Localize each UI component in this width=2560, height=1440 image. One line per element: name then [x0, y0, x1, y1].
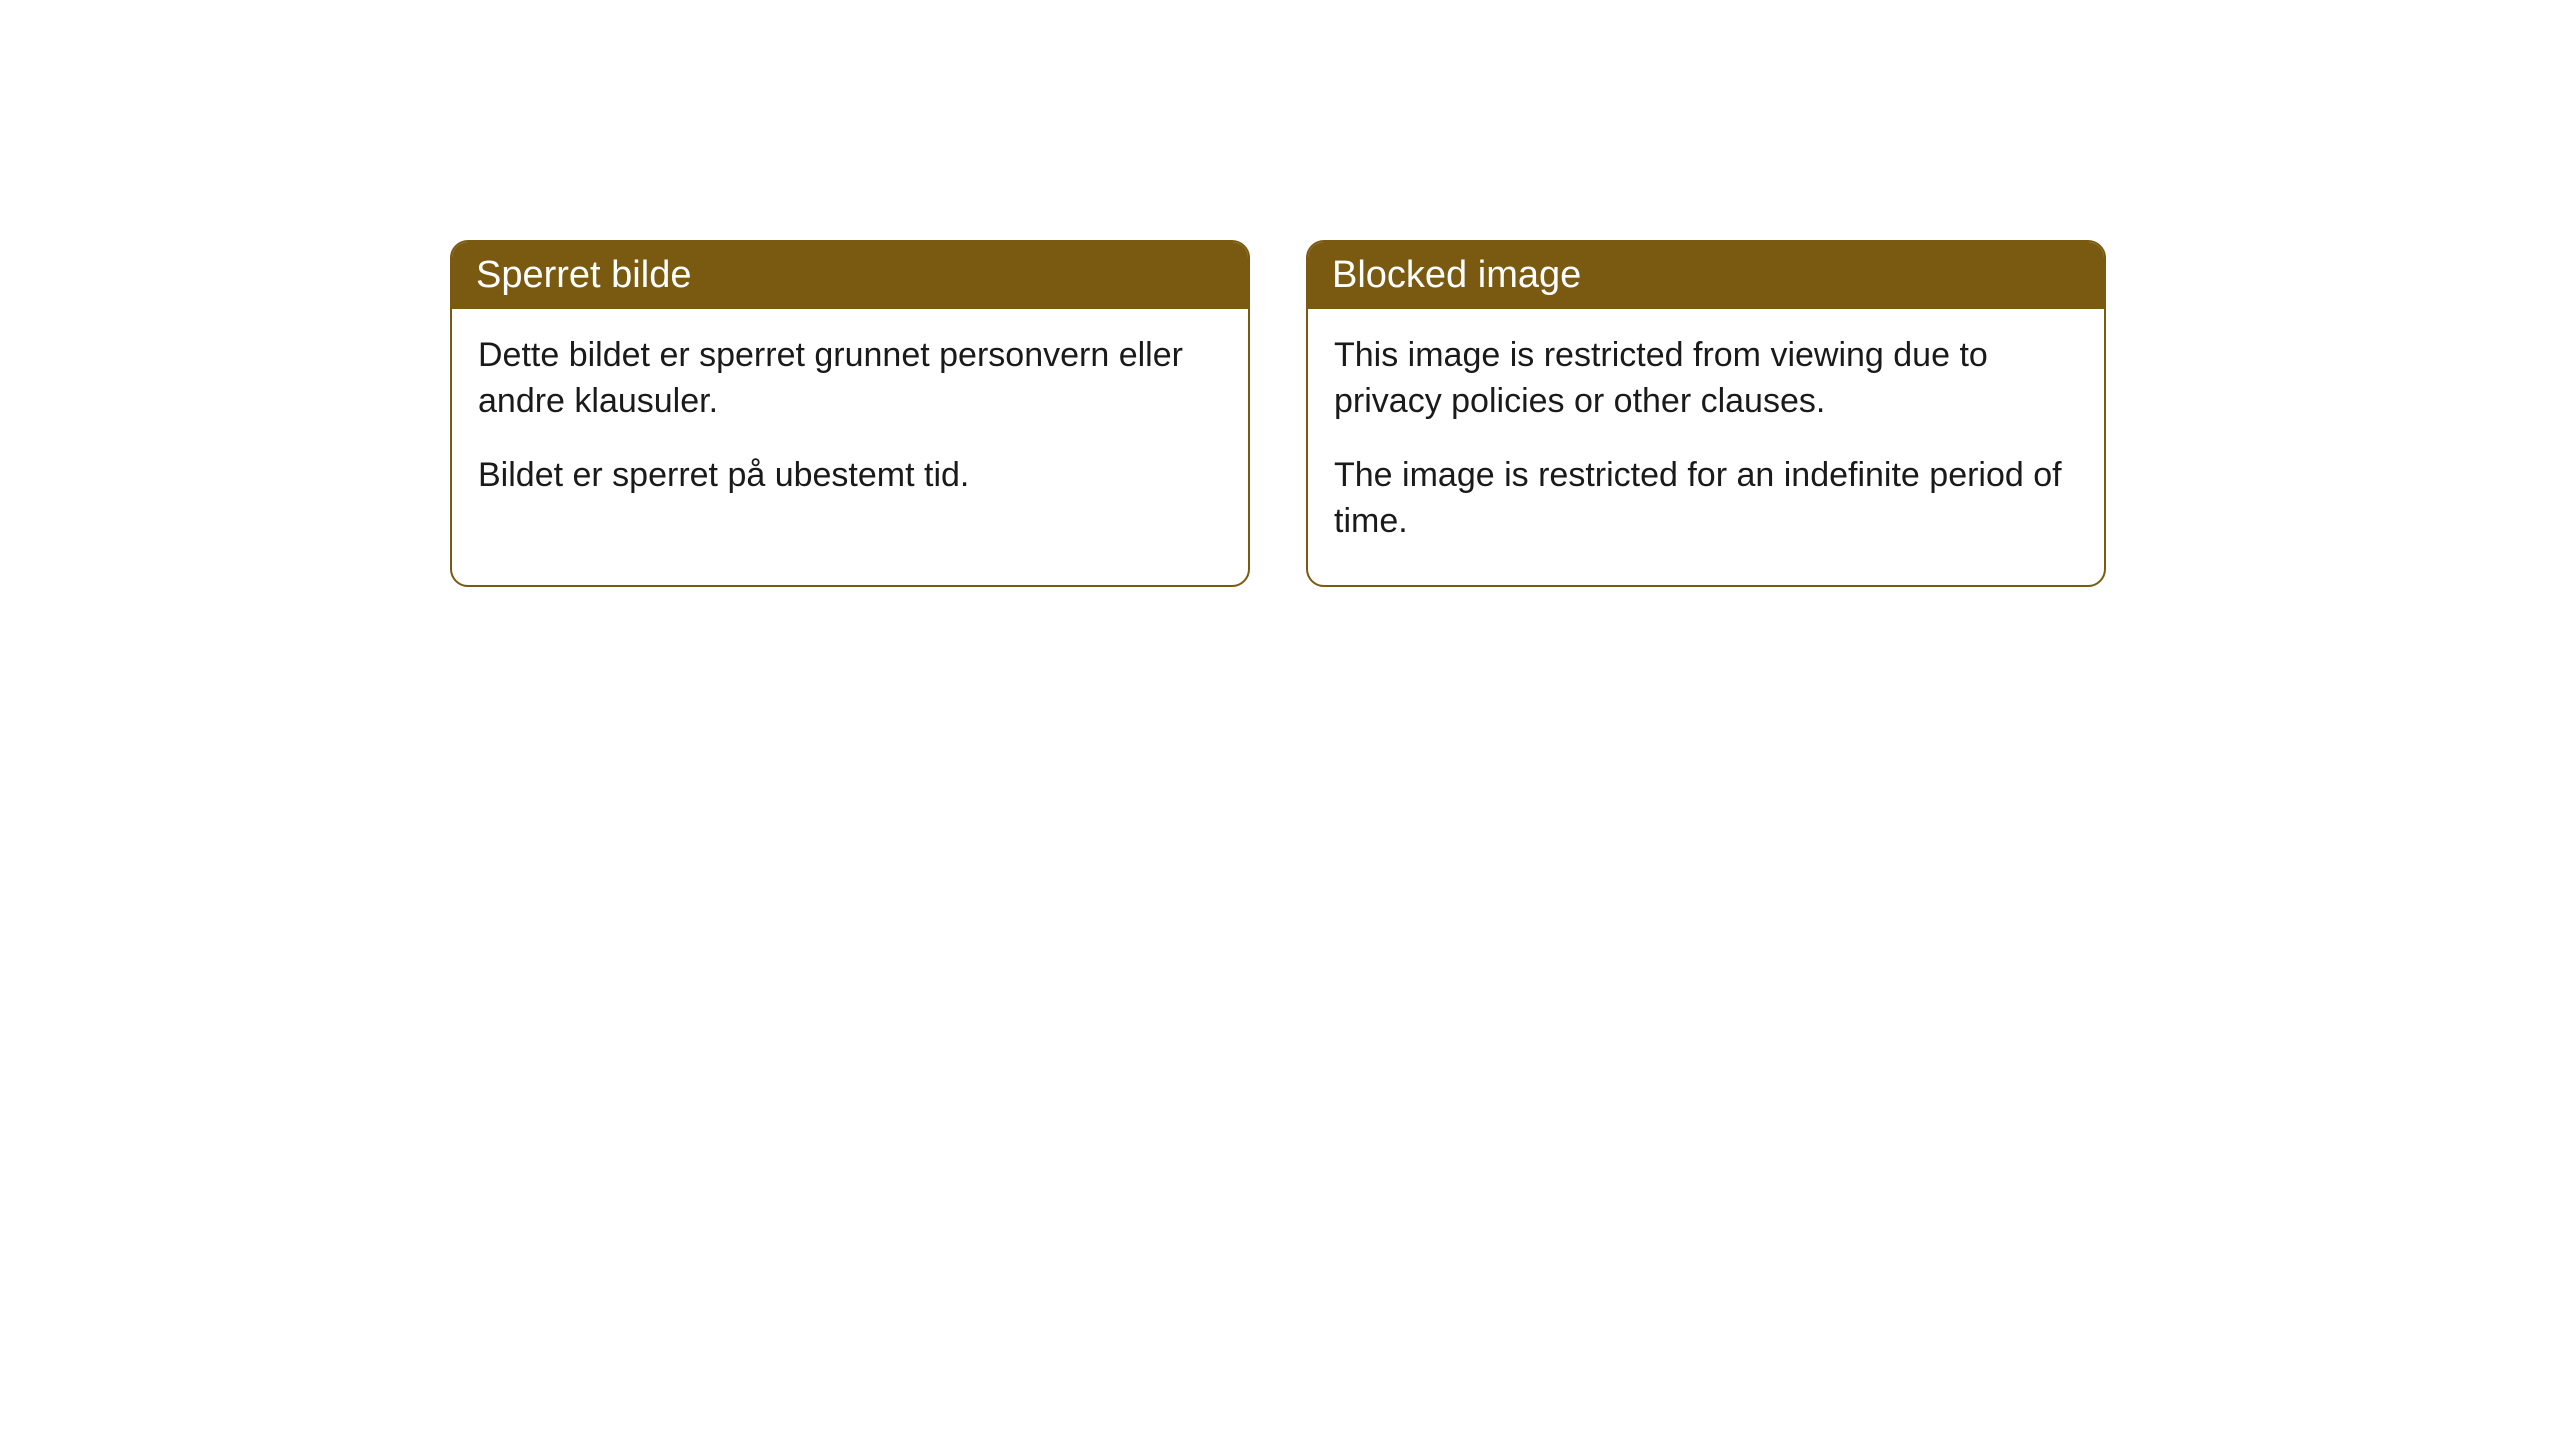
notice-card-norwegian: Sperret bilde Dette bildet er sperret gr…: [450, 240, 1250, 587]
card-paragraph: The image is restricted for an indefinit…: [1334, 453, 2078, 545]
card-paragraph: Dette bildet er sperret grunnet personve…: [478, 333, 1222, 425]
card-paragraph: This image is restricted from viewing du…: [1334, 333, 2078, 425]
notice-card-english: Blocked image This image is restricted f…: [1306, 240, 2106, 587]
card-body: Dette bildet er sperret grunnet personve…: [452, 309, 1248, 539]
card-title: Blocked image: [1308, 242, 2104, 309]
card-paragraph: Bildet er sperret på ubestemt tid.: [478, 453, 1222, 499]
notice-cards-row: Sperret bilde Dette bildet er sperret gr…: [450, 240, 2106, 587]
card-body: This image is restricted from viewing du…: [1308, 309, 2104, 585]
card-title: Sperret bilde: [452, 242, 1248, 309]
